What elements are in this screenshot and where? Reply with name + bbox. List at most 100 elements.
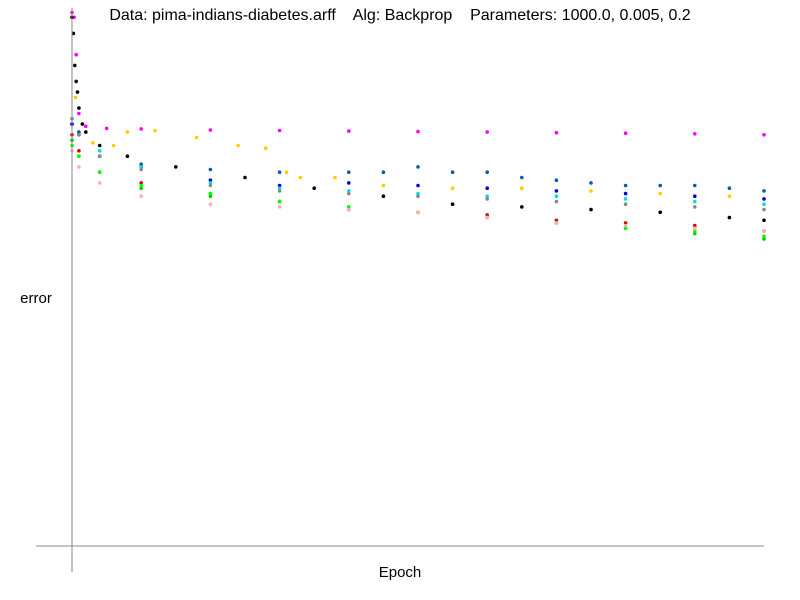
data-point-0-11 [485, 130, 490, 134]
data-point-6-3 [74, 79, 78, 84]
data-point-2-1 [77, 130, 81, 134]
data-point-1-12 [333, 175, 337, 180]
series-7 [70, 133, 766, 233]
data-point-0-12 [554, 130, 559, 135]
data-point-1-13 [381, 183, 386, 188]
data-point-6-15 [520, 205, 524, 209]
data-point-8-11 [693, 231, 697, 236]
data-point-3-5 [277, 183, 282, 188]
data-point-6-5 [77, 106, 81, 110]
series-0 [70, 10, 766, 137]
data-point-2-3 [139, 162, 143, 166]
data-point-1-8 [236, 143, 240, 148]
data-point-3-10 [623, 191, 628, 196]
data-point-6-8 [97, 143, 102, 148]
data-point-6-4 [75, 90, 80, 94]
series-6 [70, 15, 766, 223]
data-point-9-6 [347, 205, 351, 209]
data-point-1-11 [298, 175, 303, 180]
data-point-10-9 [554, 221, 559, 225]
data-point-10-12 [762, 229, 766, 233]
x-axis-label: Epoch [379, 564, 422, 581]
data-point-1-1 [73, 95, 78, 100]
data-point-7-11 [693, 223, 697, 228]
data-point-0-13 [623, 131, 628, 135]
data-point-1-16 [589, 189, 593, 193]
data-point-1-7 [194, 135, 199, 140]
data-point-2-8 [416, 165, 420, 169]
data-point-5-11 [693, 205, 697, 209]
data-point-0-6 [139, 127, 143, 131]
data-point-1-9 [264, 146, 268, 150]
data-point-4-2 [97, 149, 102, 153]
data-point-5-9 [554, 199, 559, 204]
data-point-10-2 [97, 181, 102, 185]
data-point-2-10 [485, 170, 490, 174]
data-point-6-13 [381, 194, 386, 198]
data-point-7-3 [139, 181, 143, 185]
data-point-5-2 [97, 154, 102, 158]
data-point-1-10 [284, 170, 289, 174]
data-point-2-18 [762, 189, 766, 193]
data-point-2-15 [658, 183, 662, 188]
data-point-6-14 [450, 202, 455, 206]
data-point-4-11 [693, 199, 697, 204]
data-point-2-13 [589, 181, 593, 185]
series-5 [70, 117, 766, 212]
data-point-1-18 [727, 194, 732, 198]
data-point-5-3 [139, 167, 143, 172]
data-point-4-10 [623, 197, 628, 201]
data-point-4-8 [485, 194, 490, 198]
data-point-2-9 [450, 170, 455, 174]
data-point-8-4 [208, 194, 213, 198]
data-point-4-12 [762, 202, 766, 206]
data-point-1-5 [125, 130, 130, 134]
data-point-3-11 [693, 194, 697, 198]
data-point-1-15 [520, 186, 524, 190]
data-point-2-12 [554, 178, 559, 182]
data-point-4-5 [277, 186, 282, 190]
series-10 [70, 149, 766, 233]
data-point-2-6 [347, 170, 351, 174]
data-point-5-5 [277, 189, 282, 193]
data-point-8-3 [139, 186, 143, 190]
data-point-2-17 [727, 186, 732, 190]
data-point-1-14 [450, 186, 455, 190]
series-1 [70, 15, 766, 201]
data-point-3-6 [347, 181, 351, 185]
data-point-2-11 [520, 175, 524, 180]
data-point-5-8 [485, 197, 490, 201]
data-point-7-8 [485, 213, 490, 217]
data-point-2-5 [277, 170, 282, 174]
data-point-0-5 [104, 126, 109, 131]
data-point-7-1 [77, 149, 81, 153]
series-3 [70, 122, 766, 201]
data-point-0-2 [74, 52, 78, 57]
data-point-6-9 [125, 154, 130, 158]
data-point-3-12 [762, 197, 766, 201]
data-point-8-12 [762, 237, 766, 241]
data-point-10-11 [693, 226, 697, 231]
data-point-4-4 [208, 181, 213, 185]
data-point-10-1 [77, 165, 81, 169]
data-point-3-9 [554, 189, 559, 193]
data-point-9-4 [208, 191, 213, 196]
data-point-0-14 [693, 132, 697, 136]
data-point-10-4 [208, 202, 213, 206]
data-point-7-9 [554, 218, 559, 223]
data-point-0-10 [416, 129, 420, 134]
series-8 [70, 138, 766, 241]
data-point-6-10 [174, 165, 178, 169]
data-point-1-6 [153, 128, 157, 133]
data-point-3-7 [416, 183, 420, 188]
data-point-4-6 [347, 189, 351, 193]
data-point-9-12 [762, 234, 766, 239]
data-point-6-17 [658, 210, 662, 215]
data-point-10-8 [485, 215, 490, 220]
data-point-0-15 [762, 133, 766, 137]
data-point-10-10 [623, 223, 628, 228]
scatter-marks [70, 10, 766, 241]
data-point-0-4 [84, 124, 88, 129]
data-point-10-6 [347, 207, 351, 212]
